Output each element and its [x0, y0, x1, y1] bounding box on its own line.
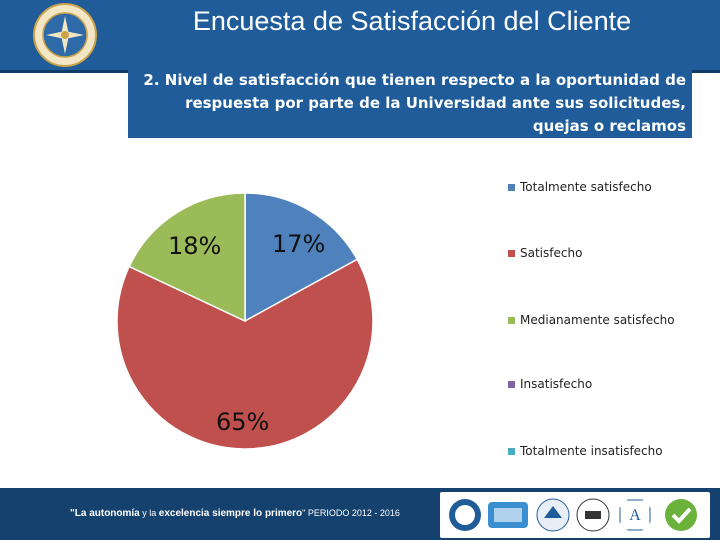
legend-item-medianamente-satisfecho: Medianamente satisfecho — [508, 313, 675, 327]
badges-strip: A — [440, 492, 710, 538]
page-title: Encuesta de Satisfacción del Cliente — [192, 6, 632, 36]
legend-label: Insatisfecho — [520, 377, 593, 391]
legend-label: Medianamente satisfecho — [520, 313, 675, 327]
legend-label: Totalmente insatisfecho — [520, 444, 663, 458]
legend-label: Totalmente satisfecho — [520, 180, 652, 194]
slogan-part: excelencia siempre lo primero — [158, 508, 303, 519]
legend-item-totalmente-insatisfecho: Totalmente insatisfecho — [508, 444, 663, 458]
data-label-totalmente-satisfecho: 17% — [272, 230, 326, 258]
data-label-medianamente-satisfecho: 18% — [168, 232, 222, 260]
legend-item-insatisfecho: Insatisfecho — [508, 377, 592, 391]
legend-label: Satisfecho — [520, 246, 583, 260]
pie-slice-medianamente-satisfecho — [128, 192, 246, 323]
legend-item-satisfecho: Satisfecho — [508, 246, 582, 260]
svg-text:A: A — [629, 507, 641, 524]
question-text: 2. Nivel de satisfacción que tienen resp… — [128, 66, 692, 138]
slogan-part: "La autonomía — [70, 508, 140, 519]
iso-badge-icon — [576, 498, 610, 532]
pie-chart — [116, 192, 374, 450]
legend-item-totalmente-satisfecho: Totalmente satisfecho — [508, 180, 652, 194]
legend-swatch — [508, 380, 515, 388]
certification-badge-icon — [449, 499, 481, 531]
quality-badge-icon — [536, 498, 570, 532]
pie-slice-satisfecho — [116, 258, 374, 450]
legend-swatch — [508, 183, 515, 191]
header-bar — [0, 0, 720, 72]
pie-slice-totalmente-satisfecho — [244, 192, 359, 323]
legend-swatch — [508, 249, 515, 257]
university-seal-icon — [33, 3, 97, 67]
rating-badge-icon: A — [619, 499, 651, 531]
accreditation-badge-icon — [488, 502, 528, 528]
legend-swatch — [508, 316, 515, 324]
data-label-satisfecho: 65% — [216, 408, 270, 436]
legend-swatch — [508, 447, 515, 455]
slogan-part: y la — [139, 508, 159, 518]
slogan-part: " PERIODO 2012 - 2016 — [302, 508, 400, 518]
footer-slogan: "La autonomía y la excelencia siempre lo… — [70, 508, 400, 519]
check-badge-icon — [665, 499, 697, 531]
